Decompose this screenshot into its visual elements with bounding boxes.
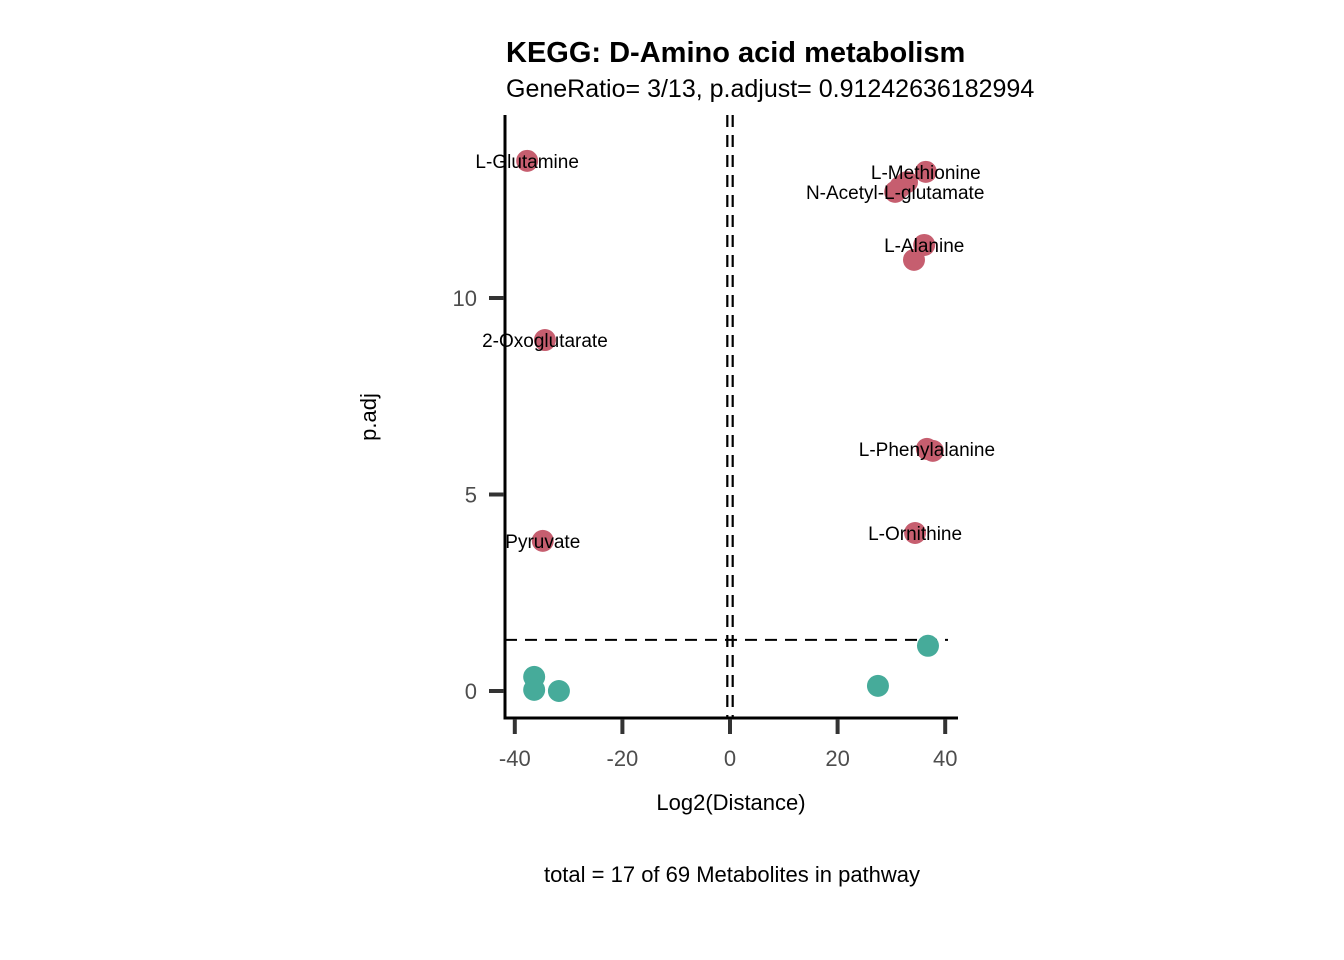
point-label: L-Ornithine xyxy=(868,524,962,545)
x-tick-label: 40 xyxy=(933,746,957,771)
point-not_significant-1 xyxy=(523,678,546,701)
x-axis-ticks: -40 -20 0 20 40 xyxy=(499,719,957,771)
point-label: L-Glutamine xyxy=(475,152,579,173)
y-axis-title: p.adj xyxy=(356,393,381,441)
point-significant-10 xyxy=(921,439,944,462)
chart-subtitle: GeneRatio= 3/13, p.adjust= 0.91242636182… xyxy=(506,75,1034,103)
chart-caption: total = 17 of 69 Metabolites in pathway xyxy=(544,862,920,887)
point-significant-2 xyxy=(531,529,554,552)
point-label: L-Phenylalanine xyxy=(859,440,995,461)
point-label: L-Methionine xyxy=(871,163,981,184)
point-significant-11 xyxy=(904,522,927,545)
x-tick-label: 0 xyxy=(724,746,736,771)
point-significant-0 xyxy=(516,149,539,172)
point-not_significant-4 xyxy=(916,634,939,657)
point-label: 2-Oxoglutarate xyxy=(482,331,608,352)
point-significant-3 xyxy=(914,160,937,183)
reference-lines xyxy=(505,115,948,718)
y-tick-label: 0 xyxy=(465,679,477,704)
point-label: L-Alanine xyxy=(884,236,964,257)
y-tick-label: 10 xyxy=(453,286,477,311)
point-significant-1 xyxy=(533,329,556,352)
point-not_significant-2 xyxy=(547,680,570,702)
x-tick-label: -40 xyxy=(499,746,531,771)
x-tick-label: 20 xyxy=(825,746,849,771)
point-significant-8 xyxy=(902,248,925,271)
x-tick-label: -20 xyxy=(607,746,639,771)
point-labels: L-Glutamine 2-Oxoglutarate Pyruvate L-Methi… xyxy=(475,152,995,553)
data-points xyxy=(516,149,944,702)
point-not_significant-3 xyxy=(866,674,889,697)
y-tick-label: 5 xyxy=(465,483,477,508)
y-axis-ticks: 0 5 10 xyxy=(453,286,504,704)
point-label: N-Acetyl-L-glutamate xyxy=(806,183,984,204)
chart-title: KEGG: D-Amino acid metabolism xyxy=(506,37,965,69)
x-axis-title: Log2(Distance) xyxy=(656,790,805,815)
point-significant-6 xyxy=(884,180,907,203)
point-label: Pyruvate xyxy=(505,532,580,553)
